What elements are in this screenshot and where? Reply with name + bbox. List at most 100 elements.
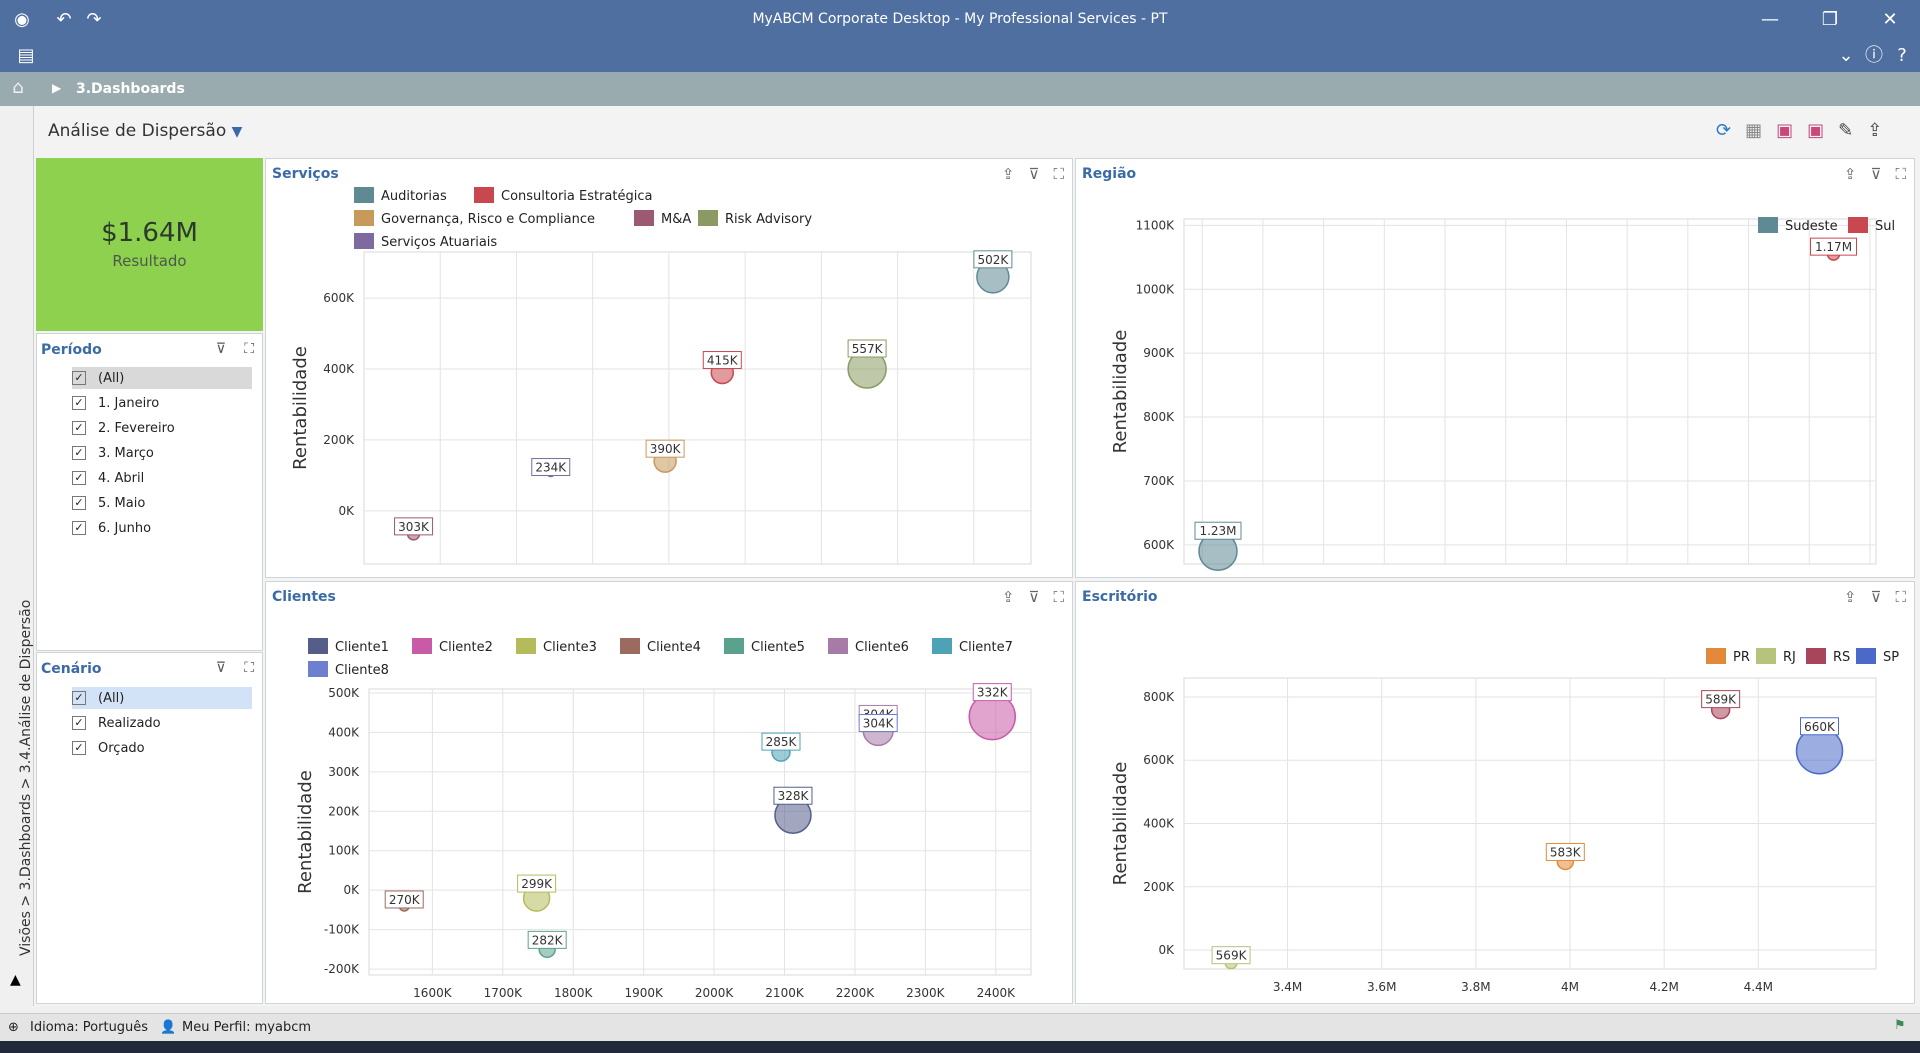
clear-filter-icon[interactable]: ⊽	[215, 341, 226, 357]
undo-icon[interactable]: ↶	[56, 9, 72, 30]
panel-toggle-icon[interactable]: ▤	[17, 45, 35, 66]
filter-item-label: Realizado	[98, 715, 161, 731]
checkbox[interactable]: ✓	[72, 496, 86, 510]
help-icon[interactable]: ?	[1897, 45, 1907, 66]
x-tick-label: 8300K	[1790, 575, 1830, 577]
maximize-icon[interactable]: ⛶	[1053, 165, 1064, 183]
checkbox[interactable]: ✓	[72, 716, 86, 730]
filter-item[interactable]: ✓ (All)	[72, 367, 252, 389]
edit-icon[interactable]: ✎	[1838, 120, 1854, 141]
legend-swatch	[634, 210, 654, 226]
x-tick-label: 7800K	[1183, 575, 1223, 577]
checkbox[interactable]: ✓	[72, 396, 86, 410]
panel-tools: ⇪ ⊽ ⛶	[1002, 165, 1064, 183]
checkbox[interactable]: ✓	[72, 421, 86, 435]
info-icon[interactable]: ⓘ	[1865, 45, 1883, 66]
legend-swatch	[412, 638, 432, 654]
maximize-icon[interactable]: ⛶	[1053, 588, 1064, 606]
checkbox[interactable]: ✓	[72, 691, 86, 705]
clear-filter-icon[interactable]: ⊽	[1028, 588, 1040, 606]
export-icon[interactable]: ⇪	[1843, 165, 1857, 183]
language-label[interactable]: Idioma: Português	[30, 1020, 149, 1035]
clear-filter-icon[interactable]: ⊽	[1870, 165, 1882, 183]
x-tick-label: 1600K	[413, 986, 453, 1000]
filter-item[interactable]: ✓ (All)	[72, 687, 252, 709]
profile-label[interactable]: Meu Perfil: myabcm	[182, 1020, 312, 1035]
clear-filter-icon[interactable]: ⊽	[1870, 588, 1882, 606]
data-label-box	[847, 339, 887, 358]
filter-item[interactable]: ✓ 5. Maio	[72, 492, 145, 514]
x-tick-label: 4.4M	[1744, 980, 1773, 994]
legend-swatch	[1758, 217, 1778, 233]
x-tick-label: 3.4M	[959, 575, 988, 577]
y-tick-label: 100K	[328, 844, 360, 858]
filter-item[interactable]: ✓ 3. Março	[72, 442, 154, 464]
filter-item[interactable]: ✓ 6. Junho	[72, 517, 151, 539]
maximize-icon[interactable]: ⛶	[1895, 165, 1906, 183]
save-icon[interactable]: ▣	[1776, 120, 1794, 141]
export-icon[interactable]: ⇪	[1843, 588, 1857, 606]
filter-item[interactable]: ✓ Orçado	[72, 737, 145, 759]
filter-item[interactable]: ✓ Realizado	[72, 712, 161, 734]
clear-filter-icon[interactable]: ⊽	[1028, 165, 1040, 183]
grid-icon[interactable]: ▦	[1745, 120, 1763, 141]
legend-label: Cliente6	[855, 640, 909, 655]
maximize-icon[interactable]: ⛶	[244, 341, 254, 357]
export-icon[interactable]: ⇪	[1867, 120, 1883, 141]
checkbox[interactable]: ✓	[72, 471, 86, 485]
redo-icon[interactable]: ↷	[86, 9, 102, 30]
periodo-title: Período	[41, 342, 102, 358]
minimize-icon[interactable]: —	[1761, 9, 1779, 30]
checkbox[interactable]: ✓	[72, 446, 86, 460]
filter-icon[interactable]: ▼	[231, 124, 243, 140]
refresh-icon[interactable]: ⟳	[1716, 120, 1732, 141]
panel-title: Escritório	[1082, 589, 1158, 605]
restore-icon[interactable]: ❐	[1821, 9, 1839, 30]
legend-swatch	[1856, 648, 1876, 664]
x-tick-label: 7900K	[1304, 575, 1344, 577]
checkbox[interactable]: ✓	[72, 521, 86, 535]
kpi-label: Resultado	[112, 252, 187, 270]
data-label: 270K	[389, 893, 421, 907]
x-tick-label: 3.6M	[1367, 980, 1396, 994]
save-as-icon[interactable]: ▣	[1807, 120, 1825, 141]
y-tick-label: 600K	[323, 291, 355, 305]
dashboard-toolbar: ⟳ ▦ ▣ ▣ ✎ ⇪	[1716, 120, 1882, 141]
clear-filter-icon[interactable]: ⊽	[215, 660, 226, 676]
x-tick-label: 2100K	[765, 986, 805, 1000]
checkbox[interactable]: ✓	[72, 371, 86, 385]
close-icon[interactable]: ✕	[1882, 9, 1898, 30]
data-label: 332K	[977, 686, 1009, 700]
legend-label: Cliente8	[335, 663, 389, 678]
vertical-nav: Visões > 3.Dashboards > 3.4.Análise de D…	[0, 106, 34, 1006]
data-label: 502K	[977, 253, 1009, 267]
legend-swatch	[308, 638, 328, 654]
home-icon[interactable]: ⌂	[12, 77, 24, 98]
filter-item[interactable]: ✓ 4. Abril	[72, 467, 144, 489]
legend-label: RS	[1833, 650, 1850, 665]
legend-swatch	[354, 210, 374, 226]
y-tick-label: 400K	[323, 362, 355, 376]
y-tick-label: 500K	[328, 686, 360, 700]
filter-item[interactable]: ✓ 2. Fevereiro	[72, 417, 175, 439]
maximize-icon[interactable]: ⛶	[244, 660, 254, 676]
data-label-box	[761, 732, 801, 751]
x-tick-label: 3.8M	[1461, 980, 1490, 994]
data-label: 282K	[532, 933, 564, 947]
export-icon[interactable]: ⇪	[1001, 165, 1015, 183]
checkbox[interactable]: ✓	[72, 741, 86, 755]
breadcrumb-current[interactable]: 3.Dashboards	[76, 81, 185, 97]
chevron-down-icon[interactable]: ⌄	[1838, 45, 1854, 66]
data-label: 1.17M	[1815, 240, 1852, 254]
legend-swatch	[724, 638, 744, 654]
filter-item[interactable]: ✓ 1. Janeiro	[72, 392, 159, 414]
data-label: 589K	[1705, 693, 1737, 707]
export-icon[interactable]: ⇪	[1001, 588, 1015, 606]
plot-area	[1183, 218, 1877, 565]
legend-swatch	[354, 187, 374, 203]
y-tick-label: 600K	[1143, 538, 1175, 552]
data-label-box	[531, 458, 571, 477]
collapse-up-icon[interactable]: ▲	[10, 972, 21, 988]
maximize-icon[interactable]: ⛶	[1895, 588, 1906, 606]
legend-label: Consultoria Estratégica	[501, 189, 652, 204]
